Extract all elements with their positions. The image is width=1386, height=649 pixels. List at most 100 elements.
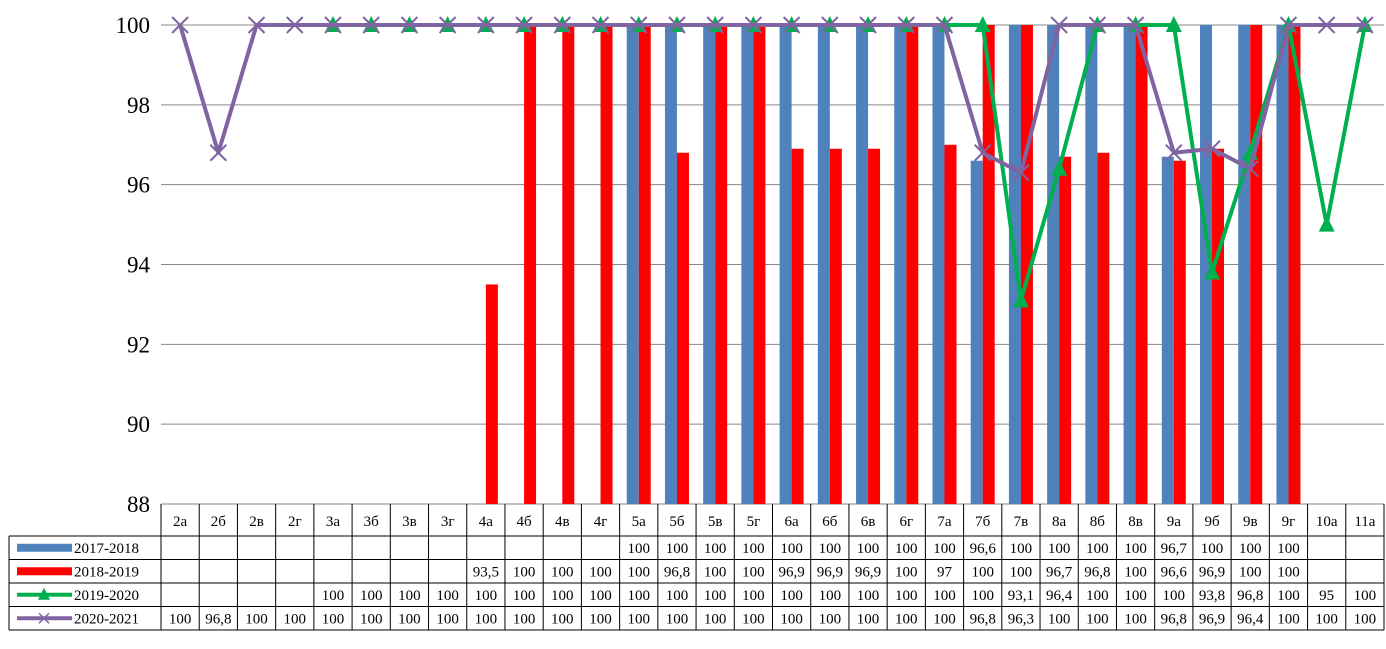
data-label-2019-2020-5в: 100 <box>704 588 727 604</box>
data-label-2019-2020-6в: 100 <box>857 588 880 604</box>
bar-2018-2019-6а <box>791 148 804 504</box>
y-tick-label-100: 100 <box>116 13 151 38</box>
data-label-2017-2018-9б: 100 <box>1201 541 1224 557</box>
x-tick-label-2б: 2б <box>211 514 227 530</box>
data-label-2020-2021-9в: 96,4 <box>1237 611 1264 627</box>
data-label-2019-2020-6б: 100 <box>819 588 842 604</box>
point-2019-2020-9б <box>1204 263 1221 280</box>
data-label-2018-2019-4в: 100 <box>551 564 574 580</box>
bar-2017-2018-5г <box>741 25 754 504</box>
data-label-2020-2021-5а: 100 <box>627 611 650 627</box>
bar-2017-2018-5а <box>626 25 639 504</box>
bar-2018-2019-9а <box>1173 160 1186 504</box>
data-label-2018-2019-4а: 93,5 <box>473 564 499 580</box>
x-tick-label-9б: 9б <box>1204 514 1220 530</box>
point-2020-2021-11а <box>1356 16 1374 34</box>
point-2020-2021-6б <box>821 16 839 34</box>
data-label-2019-2020-4б: 100 <box>513 588 536 604</box>
legend-label-2019-2020: 2019-2020 <box>74 588 139 604</box>
data-label-2018-2019-8в: 100 <box>1124 564 1147 580</box>
point-2020-2021-8в-b <box>1126 16 1145 34</box>
x-tick-label-4б: 4б <box>517 514 533 530</box>
point-2020-2021-5в-b <box>706 16 724 34</box>
data-label-2020-2021-3в: 100 <box>398 611 421 627</box>
bar-2017-2018-5в <box>703 25 716 504</box>
point-2020-2021-5а <box>630 16 648 34</box>
point-2020-2021-3в-b <box>400 16 419 34</box>
data-label-2020-2021-4б: 100 <box>513 611 536 627</box>
data-label-2018-2019-8а: 96,7 <box>1046 564 1073 580</box>
bar-2018-2019-5б <box>676 152 689 504</box>
y-tick-label-94: 94 <box>127 253 151 278</box>
point-2020-2021-5б-b <box>668 16 686 34</box>
data-label-2020-2021-8а: 100 <box>1048 611 1071 627</box>
point-2020-2021-5г-b <box>744 16 763 34</box>
x-tick-label-8в: 8в <box>1128 514 1143 530</box>
data-label-2017-2018-7б: 96,6 <box>970 541 997 557</box>
data-label-2017-2018-6б: 100 <box>819 541 842 557</box>
y-tick-label-92: 92 <box>127 332 150 357</box>
point-2020-2021-6в-b <box>859 16 877 34</box>
bar-2017-2018-5б <box>664 25 677 504</box>
data-label-2020-2021-6г: 100 <box>895 611 918 627</box>
bar-2018-2019-9в <box>1250 25 1263 504</box>
data-label-2019-2020-8в: 100 <box>1124 588 1147 604</box>
point-2020-2021-9в-b <box>1241 159 1259 178</box>
data-label-2019-2020-6г: 100 <box>895 588 918 604</box>
data-label-2017-2018-7в: 100 <box>1010 541 1033 557</box>
data-label-2020-2021-8в: 100 <box>1124 611 1147 627</box>
bar-2017-2018-9г <box>1276 25 1289 504</box>
point-2020-2021-6в <box>859 16 877 34</box>
x-tick-label-9г: 9г <box>1282 514 1296 530</box>
data-label-2020-2021-7а: 100 <box>933 611 956 627</box>
bar-2018-2019-5г <box>753 25 766 504</box>
data-label-2018-2019-5б: 96,8 <box>664 564 690 580</box>
data-label-2019-2020-5а: 100 <box>627 588 650 604</box>
point-2020-2021-7а-b <box>935 16 954 34</box>
data-label-2019-2020-7а: 100 <box>933 588 956 604</box>
bar-2017-2018-7б <box>970 160 983 504</box>
x-tick-label-7а: 7а <box>937 514 952 530</box>
point-2020-2021-9а-b <box>1165 144 1183 162</box>
data-label-2020-2021-5б: 100 <box>666 611 689 627</box>
bar-2018-2019-4б <box>524 25 537 504</box>
legend-key-2018-2019 <box>17 567 72 576</box>
data-label-2018-2019-7а: 97 <box>937 564 953 580</box>
data-label-2018-2019-5в: 100 <box>704 564 727 580</box>
x-tick-label-11а: 11а <box>1354 514 1375 530</box>
point-2020-2021-4б-b <box>515 16 533 34</box>
data-label-2018-2019-8б: 96,8 <box>1084 564 1110 580</box>
point-2020-2021-4в <box>553 16 572 34</box>
data-label-2020-2021-11а: 100 <box>1354 611 1377 627</box>
data-label-2020-2021-7в: 96,3 <box>1008 611 1034 627</box>
point-2019-2020-9а <box>1165 16 1182 32</box>
data-label-2020-2021-4в: 100 <box>551 611 574 627</box>
point-2020-2021-6г-b <box>897 16 915 34</box>
point-2020-2021-7в-b <box>1012 163 1030 182</box>
point-2019-2020-10а <box>1318 215 1335 232</box>
data-label-2018-2019-9б: 96,9 <box>1199 564 1225 580</box>
legend-label-2017-2018: 2017-2018 <box>74 541 139 557</box>
point-2020-2021-3а-b <box>324 16 342 34</box>
data-label-2018-2019-6г: 100 <box>895 564 918 580</box>
point-2020-2021-2г <box>286 16 304 34</box>
x-tick-label-6б: 6б <box>822 514 838 530</box>
data-label-2019-2020-3б: 100 <box>360 588 383 604</box>
data-label-2017-2018-5б: 100 <box>666 541 689 557</box>
x-tick-label-3г: 3г <box>441 514 455 530</box>
data-label-2017-2018-5а: 100 <box>627 541 650 557</box>
data-label-2017-2018-8в: 100 <box>1124 541 1147 557</box>
bar-2017-2018-7а <box>932 25 945 504</box>
point-2020-2021-9в <box>1241 159 1259 178</box>
data-label-2019-2020-11а: 100 <box>1354 588 1377 604</box>
point-2020-2021-5г <box>744 16 763 34</box>
y-tick-label-96: 96 <box>127 173 150 198</box>
point-2020-2021-6а-b <box>782 16 801 34</box>
x-tick-label-9в: 9в <box>1243 514 1258 530</box>
legend-marker-b-2020-2021 <box>38 612 50 624</box>
bar-2018-2019-7а <box>944 144 957 504</box>
data-label-2017-2018-7а: 100 <box>933 541 956 557</box>
x-tick-label-7б: 7б <box>975 514 991 530</box>
legend-label-2020-2021: 2020-2021 <box>74 611 139 627</box>
point-2020-2021-8а-b <box>1050 16 1068 34</box>
